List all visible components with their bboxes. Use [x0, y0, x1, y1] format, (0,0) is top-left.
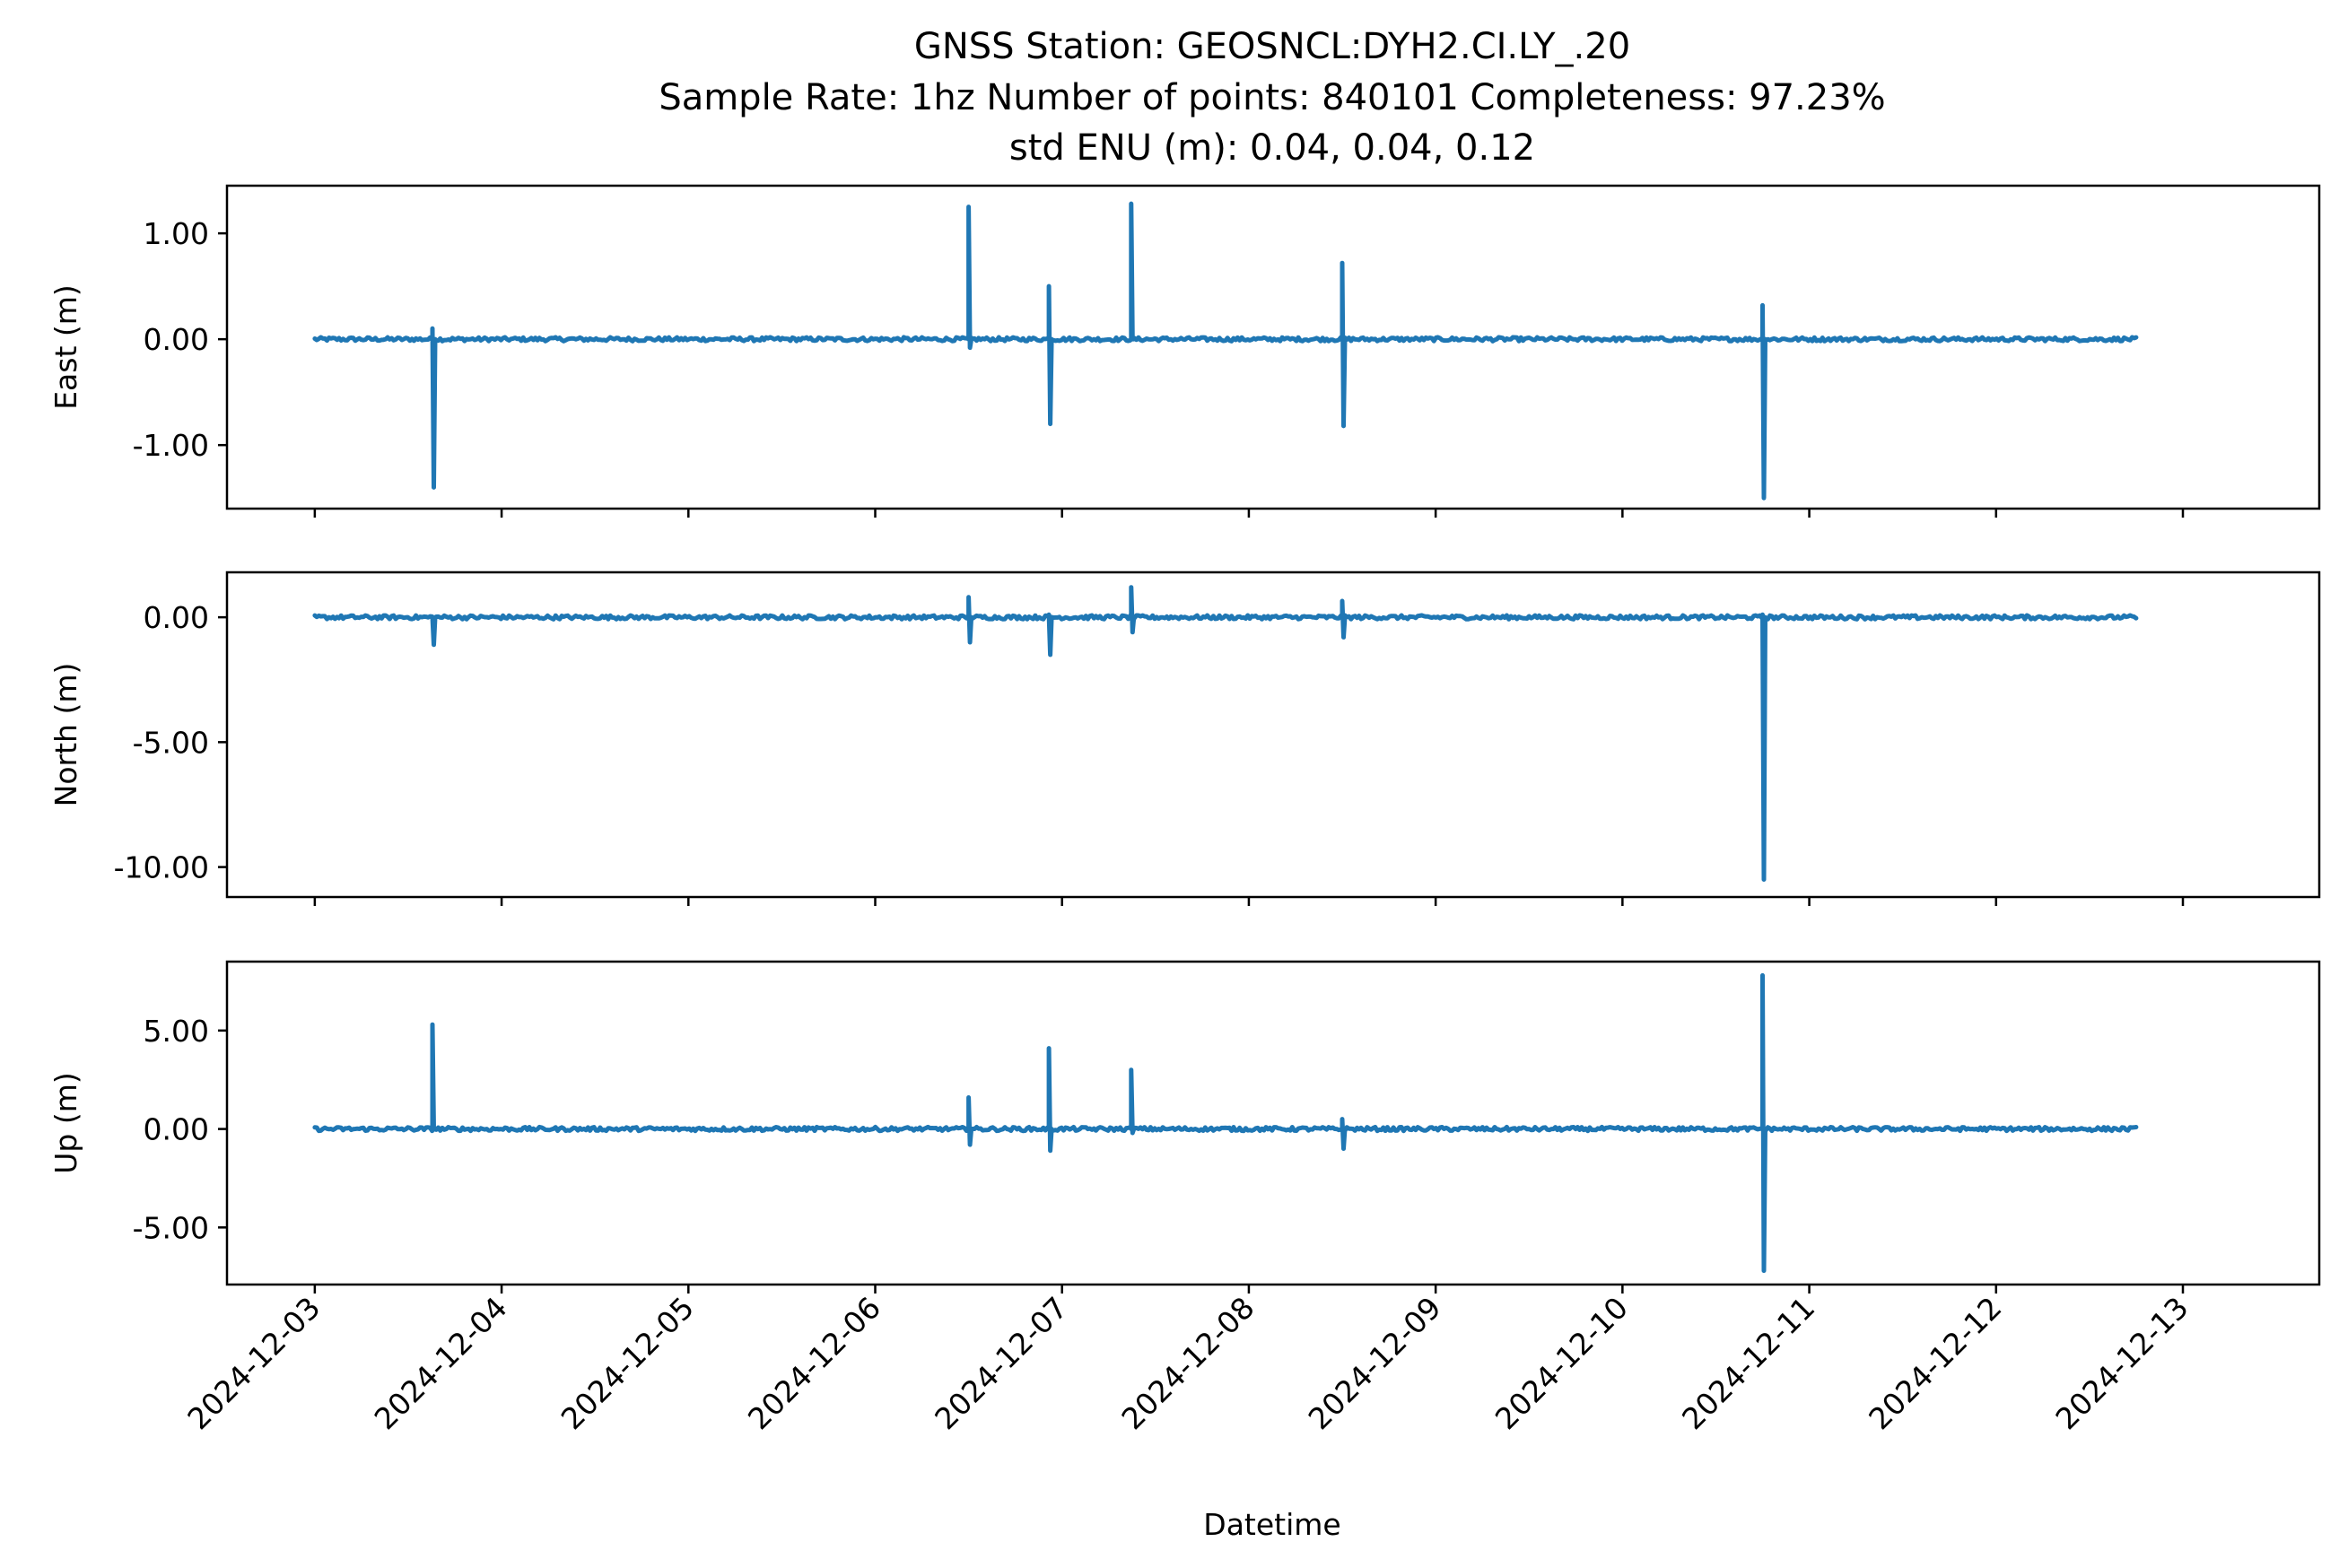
- north-panel: 0.00 -5.00 -10.00 North (m): [48, 571, 2321, 906]
- series-line-north: [312, 585, 2139, 882]
- y-axis-label: East (m): [48, 284, 83, 410]
- axes-frame: [225, 960, 2321, 1286]
- title-line-3: std ENU (m): 0.04, 0.04, 0.12: [1009, 127, 1535, 169]
- title-line-2: Sample Rate: 1hz Number of points: 84010…: [659, 77, 1885, 118]
- y-tick-label: -1.00: [133, 428, 209, 463]
- y-tick-label: -10.00: [114, 850, 209, 885]
- series-line-east: [312, 201, 2139, 501]
- y-tick-label: 5.00: [144, 1014, 209, 1049]
- axes-frame: [225, 184, 2321, 510]
- title-line-1: GNSS Station: GEOSNCL:DYH2.CI.LY_.20: [914, 26, 1630, 67]
- x-axis-label: Datetime: [1203, 1507, 1340, 1542]
- y-tick-label: 0.00: [144, 600, 209, 635]
- y-tick-label: -5.00: [133, 725, 209, 760]
- y-tick-label: 0.00: [144, 1112, 209, 1147]
- east-panel: 1.00 0.00 -1.00 East (m): [48, 184, 2321, 518]
- y-tick-label: 1.00: [144, 216, 209, 251]
- y-axis-label: Up (m): [48, 1072, 83, 1174]
- y-tick-label: -5.00: [133, 1210, 209, 1245]
- series-line-up: [312, 972, 2139, 1274]
- y-axis-label: North (m): [48, 663, 83, 807]
- y-tick-label: 0.00: [144, 322, 209, 357]
- axes-frame: [225, 571, 2321, 899]
